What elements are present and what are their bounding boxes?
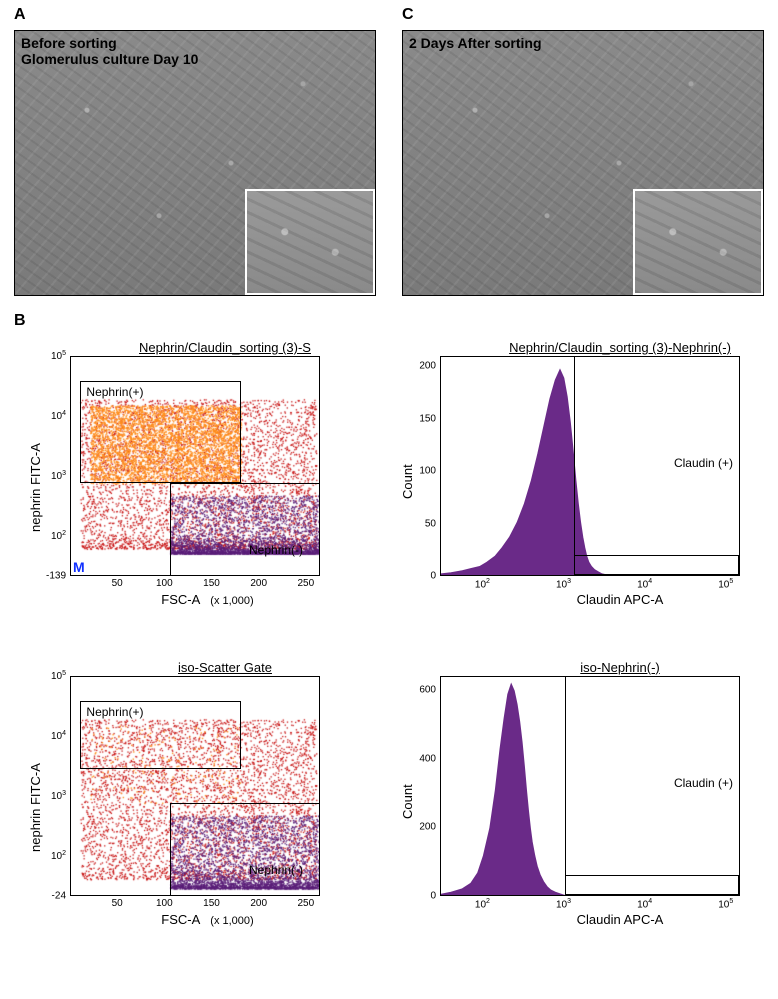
gate-label-nephrin_pos: Nephrin(+) xyxy=(86,385,143,399)
gate-label-nephrin_neg: Nephrin(-) xyxy=(249,543,303,557)
gate-label-nephrin_neg: Nephrin(-) xyxy=(249,863,303,877)
y-tick: 50 xyxy=(406,518,436,529)
x-axis-label: FSC-A(x 1,000) xyxy=(161,912,253,927)
x-tick: 105 xyxy=(718,578,733,590)
gate-label-nephrin_pos: Nephrin(+) xyxy=(86,705,143,719)
micrograph-inset-a xyxy=(245,189,375,295)
x-tick: 103 xyxy=(556,578,571,590)
gate-nephrin_neg xyxy=(170,803,320,896)
y-axis-label: Count xyxy=(400,464,415,499)
y-axis-label: Count xyxy=(400,784,415,819)
gate-vline xyxy=(565,677,566,896)
x-tick: 250 xyxy=(298,898,315,909)
y-tick: 102 xyxy=(32,530,66,542)
x-tick: 104 xyxy=(637,578,652,590)
y-tick: 0 xyxy=(406,891,436,902)
x-tick: 150 xyxy=(203,898,220,909)
gate-claudin-pos xyxy=(574,555,739,575)
x-tick: 102 xyxy=(475,898,490,910)
x-tick: 50 xyxy=(112,898,123,909)
plot-title: iso-Nephrin(-) xyxy=(580,660,659,675)
micrograph-caption-c-line1: 2 Days After sorting xyxy=(409,35,542,51)
x-tick: 150 xyxy=(203,578,220,589)
y-tick: 102 xyxy=(32,850,66,862)
x-tick: 102 xyxy=(475,578,490,590)
y-tick: 150 xyxy=(406,413,436,424)
y-tick: 104 xyxy=(32,730,66,742)
x-tick: 104 xyxy=(637,898,652,910)
plot-title: Nephrin/Claudin_sorting (3)-S xyxy=(139,340,311,355)
y-tick: 200 xyxy=(406,361,436,372)
x-axis-label: Claudin APC-A xyxy=(577,592,664,607)
micrograph-caption-a: Before sorting Glomerulus culture Day 10 xyxy=(21,35,198,67)
micrograph-caption-c: 2 Days After sorting xyxy=(409,35,542,51)
y-tick: -24 xyxy=(32,891,66,902)
plot-title: iso-Scatter Gate xyxy=(178,660,272,675)
micrograph-caption-a-line2: Glomerulus culture Day 10 xyxy=(21,51,198,67)
gate-label-claudin: Claudin (+) xyxy=(674,776,733,790)
x-tick: 103 xyxy=(556,898,571,910)
x-tick: 200 xyxy=(250,578,267,589)
y-tick: 105 xyxy=(32,350,66,362)
gate-label-claudin: Claudin (+) xyxy=(674,456,733,470)
x-tick: 50 xyxy=(112,578,123,589)
plot-title: Nephrin/Claudin_sorting (3)-Nephrin(-) xyxy=(509,340,731,355)
y-axis-label: nephrin FITC-A xyxy=(28,443,43,532)
x-tick: 250 xyxy=(298,578,315,589)
gate-nephrin_neg xyxy=(170,483,320,576)
m-glyph: M xyxy=(73,559,85,575)
histogram-claudin-top: Nephrin/Claudin_sorting (3)-Nephrin(-)Cl… xyxy=(440,356,778,636)
micrograph-before-sorting: Before sorting Glomerulus culture Day 10 xyxy=(14,30,376,296)
x-axis-label: Claudin APC-A xyxy=(577,912,664,927)
scatter-plot-iso: iso-Scatter GateNephrin(+)Nephrin(-)5010… xyxy=(70,676,380,956)
plot-area: Claudin (+) xyxy=(440,676,740,896)
y-tick: 600 xyxy=(406,684,436,695)
gate-claudin-pos xyxy=(565,875,739,895)
y-tick: 105 xyxy=(32,670,66,682)
histogram-claudin-iso: iso-Nephrin(-)Claudin (+)102103104105020… xyxy=(440,676,778,956)
y-tick: 104 xyxy=(32,410,66,422)
y-tick: -139 xyxy=(32,571,66,582)
panel-label-a: A xyxy=(14,6,26,24)
gate-vline xyxy=(574,357,575,576)
scatter-plot-nephrin-claudin: Nephrin/Claudin_sorting (3)-SNephrin(+)N… xyxy=(70,356,380,636)
micrograph-inset-c xyxy=(633,189,763,295)
x-tick: 100 xyxy=(156,898,173,909)
x-tick: 105 xyxy=(718,898,733,910)
plot-area: Nephrin(+) Nephrin(-) xyxy=(70,676,320,896)
y-tick: 400 xyxy=(406,753,436,764)
x-axis-label: FSC-A(x 1,000) xyxy=(161,592,253,607)
y-tick: 0 xyxy=(406,571,436,582)
x-tick: 100 xyxy=(156,578,173,589)
micrograph-after-sorting: 2 Days After sorting xyxy=(402,30,764,296)
micrograph-caption-a-line1: Before sorting xyxy=(21,35,117,51)
plot-area: Claudin (+) xyxy=(440,356,740,576)
panel-label-b: B xyxy=(14,312,26,330)
panel-label-c: C xyxy=(402,6,414,24)
y-tick: 200 xyxy=(406,822,436,833)
plot-area: Nephrin(+) Nephrin(-) M xyxy=(70,356,320,576)
y-axis-label: nephrin FITC-A xyxy=(28,763,43,852)
x-tick: 200 xyxy=(250,898,267,909)
